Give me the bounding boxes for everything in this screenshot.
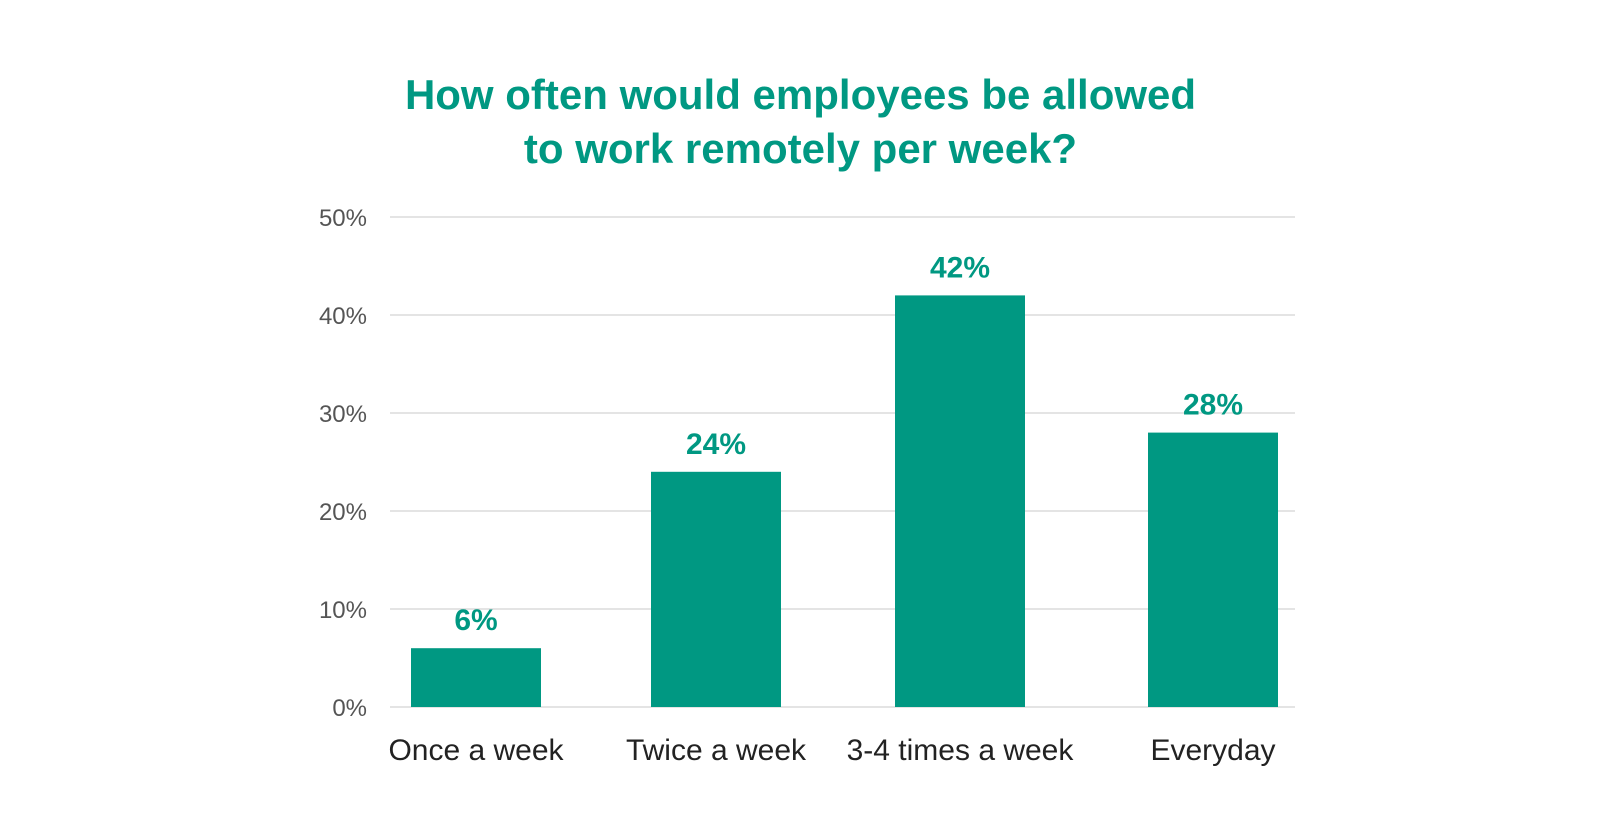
chart-title: How often would employees be allowed to … [0,68,1601,176]
y-tick-label: 20% [319,499,367,526]
bar [1148,432,1278,707]
y-tick-label: 30% [319,401,367,428]
bar [651,471,781,707]
bar-value-label: 28% [1183,389,1243,422]
bar-value-label: 24% [686,428,746,461]
x-category-label: 3-4 times a week [847,734,1075,767]
chart-title-line-1: How often would employees be allowed [404,71,1197,118]
bars [411,295,1278,707]
y-tick-label: 50% [319,205,367,232]
bar-value-label: 42% [930,251,990,284]
bar-value-label: 6% [454,604,497,637]
x-category-label: Everyday [1150,734,1275,767]
y-axis-tick-labels: 0% 10% 20% 30% 40% 50% [319,205,367,722]
y-tick-label: 0% [332,695,367,722]
bar-value-labels: 6% 24% 42% 28% [454,251,1243,637]
y-tick-label: 40% [319,303,367,330]
x-category-label: Twice a week [626,734,807,767]
x-category-label: Once a week [388,734,564,767]
x-axis-category-labels: Once a week Twice a week 3-4 times a week E… [388,734,1275,767]
y-tick-label: 10% [319,597,367,624]
bar [895,295,1025,707]
bar [411,648,541,707]
chart-title-line-2: to work remotely per week? [523,125,1078,172]
